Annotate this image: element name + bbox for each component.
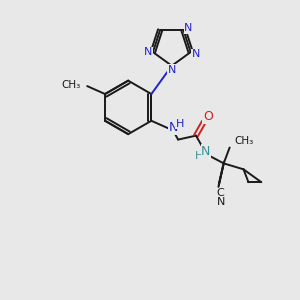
Text: H: H [176,119,184,129]
Text: N: N [217,197,225,207]
Text: N: N [201,145,211,158]
Text: N: N [191,49,200,59]
Text: CH₃: CH₃ [61,80,80,90]
Text: N: N [168,65,176,75]
Text: H: H [195,152,203,161]
Text: N: N [144,47,152,57]
Text: CH₃: CH₃ [235,136,254,146]
Text: C: C [217,188,225,198]
Text: O: O [203,110,213,123]
Text: N: N [184,23,193,33]
Text: N: N [169,121,178,134]
